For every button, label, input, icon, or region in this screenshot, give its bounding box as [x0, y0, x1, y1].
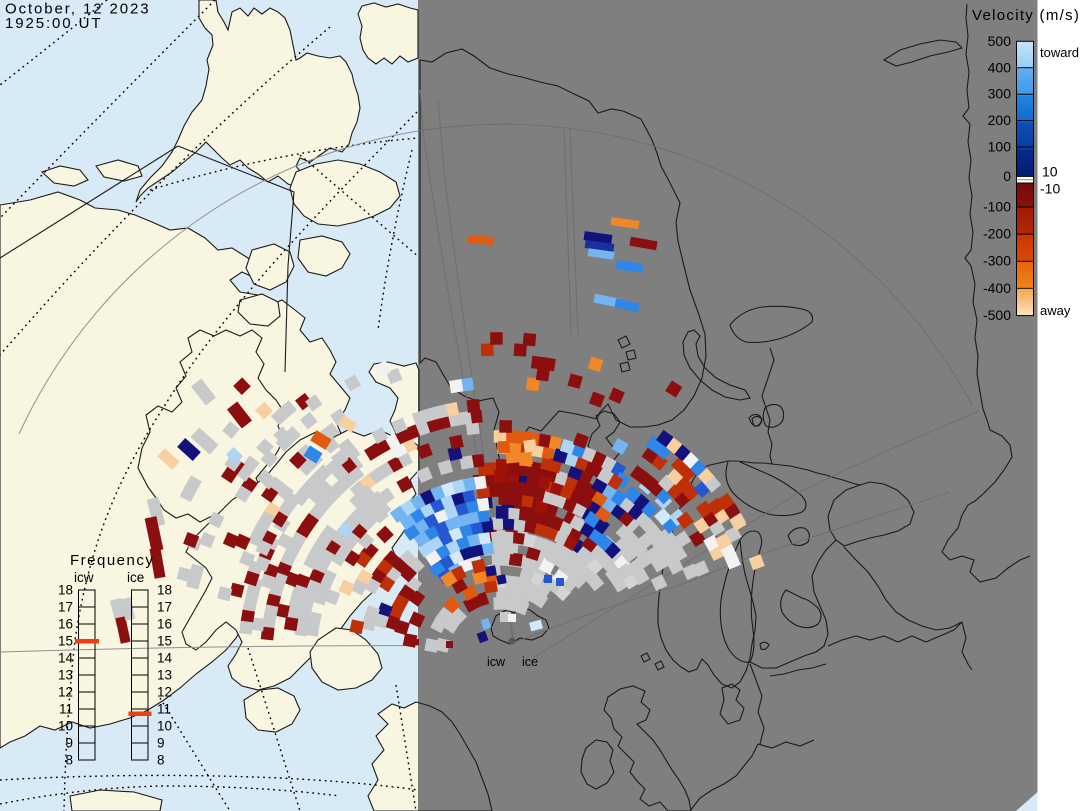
svg-text:100: 100: [988, 139, 1012, 155]
svg-text:12: 12: [157, 685, 172, 700]
svg-text:15: 15: [58, 634, 73, 649]
svg-text:toward: toward: [1040, 45, 1079, 60]
svg-text:0: 0: [1003, 168, 1011, 184]
svg-text:500: 500: [988, 33, 1012, 49]
svg-text:-400: -400: [983, 280, 1011, 296]
svg-text:10: 10: [1042, 164, 1058, 180]
svg-text:8: 8: [65, 753, 73, 768]
svg-text:17: 17: [58, 600, 73, 615]
svg-text:13: 13: [157, 668, 172, 683]
svg-text:12: 12: [58, 685, 73, 700]
svg-text:ice: ice: [522, 655, 538, 669]
svg-text:Frequency: Frequency: [70, 552, 154, 569]
svg-text:10: 10: [58, 719, 73, 734]
svg-text:1925:00 UT: 1925:00 UT: [5, 15, 102, 32]
svg-text:14: 14: [157, 651, 173, 666]
svg-text:11: 11: [157, 702, 171, 717]
svg-text:-100: -100: [983, 199, 1011, 215]
svg-text:16: 16: [157, 617, 172, 632]
svg-text:18: 18: [157, 583, 172, 598]
svg-text:8: 8: [157, 753, 165, 768]
svg-text:300: 300: [988, 86, 1012, 102]
svg-text:200: 200: [988, 112, 1012, 128]
svg-text:icw: icw: [487, 655, 506, 669]
svg-text:-10: -10: [1040, 181, 1060, 197]
svg-text:-300: -300: [983, 253, 1011, 269]
svg-text:10: 10: [157, 719, 172, 734]
svg-text:ice: ice: [127, 570, 144, 585]
svg-text:icw: icw: [74, 570, 94, 585]
svg-text:away: away: [1040, 303, 1071, 318]
svg-text:11: 11: [59, 702, 73, 717]
svg-text:400: 400: [988, 59, 1012, 75]
svg-text:-200: -200: [983, 226, 1011, 242]
svg-text:Velocity (m/s): Velocity (m/s): [972, 7, 1080, 24]
svg-text:18: 18: [58, 583, 73, 598]
svg-text:-500: -500: [983, 307, 1011, 323]
svg-text:14: 14: [58, 651, 74, 666]
svg-text:October, 12 2023: October, 12 2023: [5, 1, 151, 18]
svg-text:9: 9: [157, 736, 165, 751]
svg-text:17: 17: [157, 600, 172, 615]
svg-text:15: 15: [157, 634, 172, 649]
svg-text:16: 16: [58, 617, 73, 632]
svg-text:9: 9: [65, 736, 73, 751]
svg-text:13: 13: [58, 668, 73, 683]
